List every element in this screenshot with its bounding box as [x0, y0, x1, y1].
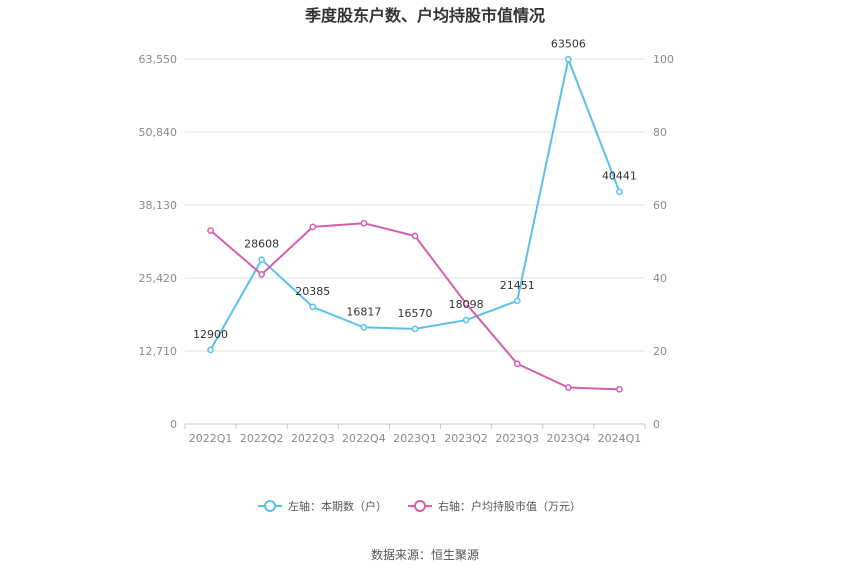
- data-label: 16817: [346, 305, 381, 318]
- series-point-1: [258, 256, 266, 264]
- x-tick-label: 2022Q1: [189, 432, 233, 445]
- data-label: 21451: [500, 279, 535, 292]
- legend-label: 右轴：户均持股市值（万元）: [438, 499, 581, 513]
- data-label: 40441: [602, 170, 637, 183]
- data-label: 28608: [244, 238, 279, 251]
- data-label: 20385: [295, 285, 330, 298]
- series-point-2: [309, 223, 317, 231]
- legend-swatch-marker: [414, 500, 426, 512]
- data-label: 18098: [449, 298, 484, 311]
- x-tick-label: 2023Q4: [547, 432, 591, 445]
- series-point-2: [462, 300, 470, 307]
- x-tick-label: 2022Q4: [342, 432, 386, 445]
- left-tick-label: 38,130: [139, 199, 178, 212]
- data-labels: 12900 28608 20385 16817 16570 18098 21451 63506…: [193, 37, 637, 341]
- left-tick-label: 12,710: [139, 345, 178, 358]
- left-tick-label: 50,840: [139, 126, 178, 139]
- left-tick-label: 0: [170, 418, 177, 431]
- right-tick-label: 60: [653, 199, 667, 212]
- x-tick-label: 2023Q3: [495, 432, 539, 445]
- series-layer: [207, 55, 623, 393]
- x-tick-label: 2022Q2: [240, 432, 284, 445]
- right-tick-label: 80: [653, 126, 667, 139]
- legend-swatch-marker: [264, 500, 276, 512]
- x-tick-label: 2022Q3: [291, 432, 335, 445]
- series-point-1: [462, 316, 470, 324]
- series-point-2: [513, 360, 521, 368]
- right-tick-label: 100: [653, 53, 674, 66]
- series-point-1: [411, 325, 419, 333]
- x-tick-label: 2023Q1: [393, 432, 437, 445]
- data-label: 63506: [551, 37, 586, 50]
- data-label: 16570: [398, 307, 433, 320]
- series-point-2: [564, 384, 572, 391]
- x-tick-label: 2024Q1: [598, 432, 642, 445]
- right-tick-label: 40: [653, 272, 667, 285]
- legend-label: 左轴：本期数（户）: [288, 499, 387, 513]
- series-point-1: [309, 303, 317, 311]
- data-label: 12900: [193, 328, 228, 341]
- series-point-1: [513, 297, 521, 305]
- axes: 0 12,710 25,420 38,130 50,840 63,550 0 20 40 60 80…: [139, 53, 675, 445]
- left-tick-label: 63,550: [139, 53, 178, 66]
- left-tick-label: 25,420: [139, 272, 178, 285]
- series-point-2: [207, 227, 214, 234]
- right-tick-label: 20: [653, 345, 667, 358]
- series-point-1: [360, 324, 368, 331]
- legend: 左轴：本期数（户） 右轴：户均持股市值（万元）: [258, 499, 581, 513]
- series-point-1: [564, 55, 572, 63]
- right-tick-label: 0: [653, 418, 660, 431]
- x-tick-label: 2023Q2: [444, 432, 488, 445]
- series-point-2: [616, 385, 623, 393]
- series-point-2: [360, 219, 368, 227]
- series-point-1: [616, 188, 623, 196]
- series-point-2: [258, 271, 266, 278]
- chart-title: 季度股东户数、户均持股市值情况: [304, 6, 545, 25]
- source-note: 数据来源：恒生聚源: [370, 548, 479, 562]
- series-point-1: [207, 346, 214, 354]
- series-point-2: [411, 232, 419, 240]
